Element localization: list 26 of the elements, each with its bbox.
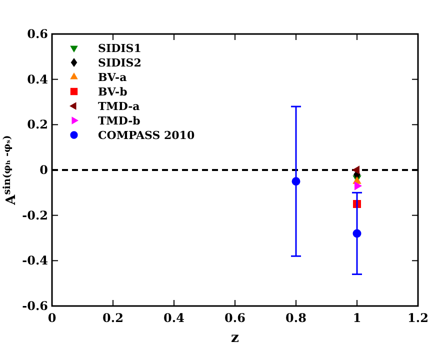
- y-tick-label: 0.4: [27, 72, 48, 86]
- x-tick-label: 0.8: [286, 311, 306, 325]
- y-tick-label: 0.2: [27, 118, 48, 132]
- x-tick-label: 0.2: [102, 311, 124, 325]
- y-tick-label: -0.2: [22, 208, 48, 222]
- point: [354, 182, 362, 190]
- y-tick-label: -0.4: [22, 254, 48, 268]
- x-axis-title: z: [231, 330, 240, 346]
- x-tick-label: 0.6: [224, 311, 246, 325]
- x-tick-label: 0: [48, 311, 56, 325]
- legend-label: COMPASS 2010: [98, 129, 195, 142]
- x-tick-label: 1: [352, 311, 362, 325]
- legend-label: SIDIS2: [98, 56, 142, 70]
- legend-label: TMD-a: [98, 100, 140, 113]
- legend-label: TMD-b: [98, 114, 141, 128]
- point: [352, 229, 362, 238]
- x-tick-label: 1.2: [408, 311, 428, 325]
- y-tick-label: -0.6: [22, 299, 48, 313]
- legend-label: SIDIS1: [98, 42, 142, 55]
- y-tick-label: 0: [40, 163, 48, 177]
- point: [292, 177, 300, 186]
- x-tick-label: 0.4: [164, 311, 184, 325]
- legend-label: BV-b: [98, 86, 128, 98]
- point: [352, 166, 360, 174]
- legend-label: BV-a: [98, 71, 127, 84]
- y-tick-label: 0.6: [27, 27, 48, 41]
